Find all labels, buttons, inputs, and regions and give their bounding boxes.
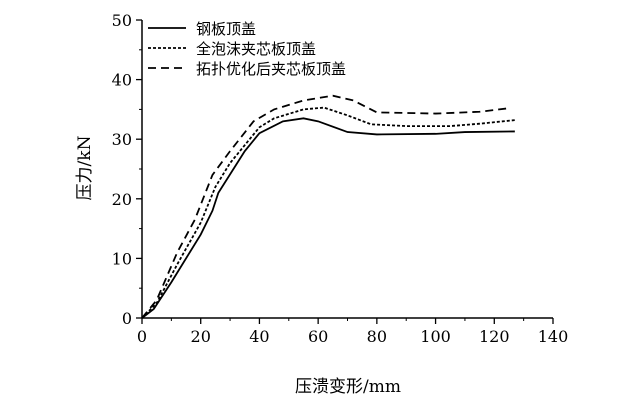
legend-label-1: 钢板顶盖 xyxy=(196,20,256,38)
x-tick-label: 140 xyxy=(538,327,569,346)
legend-label-3: 拓扑优化后夹芯板顶盖 xyxy=(196,60,346,78)
y-tick-label: 10 xyxy=(112,249,132,268)
x-tick-label: 80 xyxy=(367,327,387,346)
series-line-2 xyxy=(141,106,515,319)
x-tick-label: 120 xyxy=(479,327,510,346)
y-tick-label: 40 xyxy=(112,71,132,90)
legend-label-2: 全泡沫夹芯板顶盖 xyxy=(196,40,316,58)
y-tick-label: 0 xyxy=(122,309,132,328)
y-tick-label: 30 xyxy=(112,130,132,149)
axes: 0 20 40 60 80 100 120 140 0 10 20 30 40 50 xyxy=(112,11,569,346)
x-tick-label: 100 xyxy=(420,327,451,346)
x-tick-label: 20 xyxy=(191,327,211,346)
series-line-1 xyxy=(141,117,515,319)
series-lines xyxy=(141,94,515,319)
y-tick-label: 50 xyxy=(112,11,132,30)
x-tick-label: 60 xyxy=(308,327,328,346)
series-line-3 xyxy=(141,94,510,319)
y-axis-label: 压力/kN xyxy=(75,135,95,200)
x-tick-label: 40 xyxy=(249,327,269,346)
y-tick-label: 20 xyxy=(112,190,132,209)
x-axis-label: 压溃变形/mm xyxy=(295,377,401,397)
x-tick-label: 0 xyxy=(137,327,147,346)
